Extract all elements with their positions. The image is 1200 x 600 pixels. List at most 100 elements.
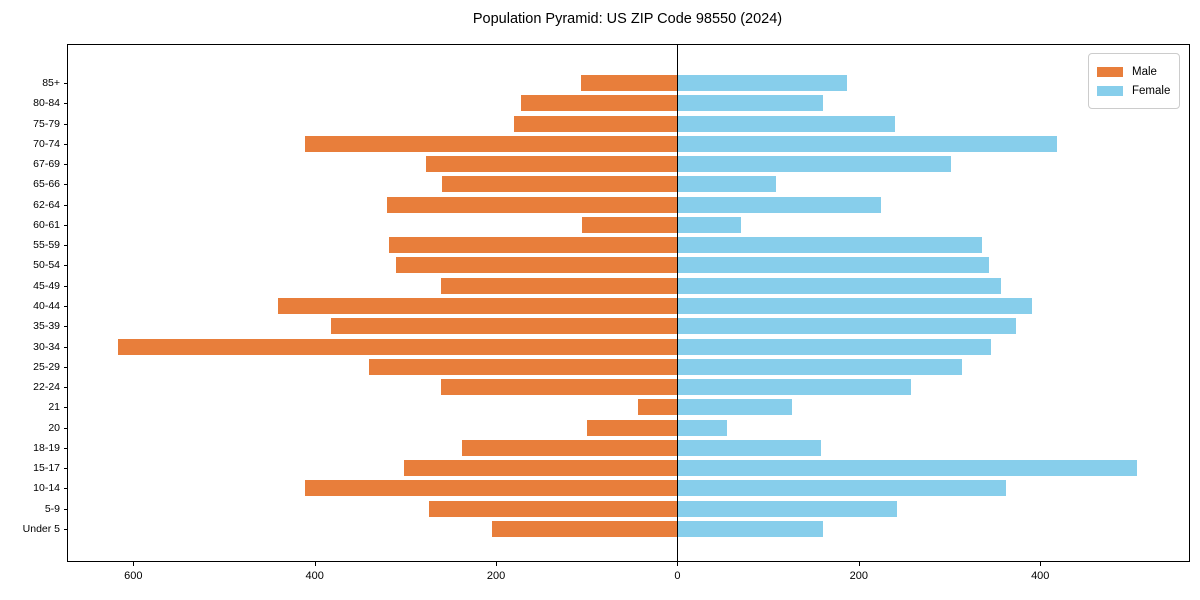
male-bar [117, 338, 678, 355]
y-tick-mark [63, 245, 68, 247]
y-tick-mark [63, 326, 68, 328]
female-bar [677, 115, 896, 132]
y-tick-label: 62-64 [33, 198, 60, 211]
x-tick-mark [133, 562, 135, 566]
x-tick-mark [496, 562, 498, 566]
female-bar [677, 419, 728, 436]
male-bar [638, 399, 678, 416]
female-bar [677, 176, 777, 193]
male-bar [582, 216, 678, 233]
y-tick-label: 35-39 [33, 320, 60, 333]
x-tick-label: 200 [486, 570, 506, 582]
y-tick-mark [63, 265, 68, 267]
y-tick-mark [63, 103, 68, 105]
y-tick-label: 15-17 [33, 462, 60, 475]
legend: Male Female [1088, 53, 1180, 109]
male-bar [304, 480, 678, 497]
x-tick-label: 600 [124, 570, 143, 582]
female-legend-label: Female [1132, 84, 1171, 97]
zero-axis-line [676, 45, 679, 561]
male-bar [304, 135, 678, 152]
female-bar [677, 318, 1016, 335]
x-tick-label: 400 [1031, 570, 1050, 582]
y-tick-mark [63, 488, 68, 490]
female-bar [677, 75, 848, 91]
male-bar [461, 439, 678, 456]
y-tick-label: 67-69 [33, 158, 60, 171]
y-tick-mark [63, 468, 68, 470]
plot-area: Male Female 85+ 80-84 75-79 70-74 67-69 65-66… [23, 44, 1190, 582]
male-bar [396, 257, 678, 274]
male-legend-label: Male [1132, 65, 1157, 78]
male-bar [586, 419, 678, 436]
y-tick-label: 21 [48, 401, 60, 414]
x-tick-label: 200 [849, 570, 869, 582]
legend-row-male: Male [1097, 63, 1171, 80]
y-tick-label: 45-49 [33, 279, 60, 292]
y-tick-label: 20 [48, 421, 60, 434]
male-bar [520, 95, 678, 112]
legend-row-female: Female [1097, 82, 1171, 99]
female-bar [677, 156, 952, 173]
female-bar [677, 297, 1033, 314]
female-bar [677, 480, 1006, 497]
x-tick-mark [314, 562, 316, 566]
y-tick-mark [63, 427, 68, 429]
y-tick-mark [63, 204, 68, 206]
y-tick-mark [63, 447, 68, 449]
y-tick-label: 65-66 [33, 178, 60, 191]
male-legend-swatch [1097, 66, 1123, 77]
male-bar [387, 196, 678, 213]
x-tick-mark [677, 562, 679, 566]
y-tick-label: 80-84 [33, 97, 60, 110]
female-bar [677, 520, 824, 537]
y-tick-label: Under 5 [22, 522, 60, 535]
y-tick-label: 85+ [42, 77, 60, 89]
female-bar [677, 216, 741, 233]
female-bar [677, 196, 881, 213]
y-tick-mark [63, 285, 68, 287]
y-tick-mark [63, 508, 68, 510]
y-tick-label: 75-79 [33, 117, 60, 130]
y-tick-mark [63, 407, 68, 409]
y-tick-mark [63, 224, 68, 226]
x-tick-label: 400 [305, 570, 324, 582]
y-tick-mark [63, 387, 68, 389]
y-tick-label: 50-54 [33, 259, 60, 272]
y-tick-label: 22-24 [33, 381, 60, 394]
female-bar [677, 460, 1138, 477]
x-tick-mark [1040, 562, 1042, 566]
female-bar [677, 399, 792, 416]
male-bar [426, 156, 678, 173]
y-tick-mark [63, 143, 68, 145]
x-tick-label: 0 [674, 570, 681, 582]
male-bar [441, 176, 678, 193]
y-tick-mark [63, 366, 68, 368]
female-bar [677, 257, 990, 274]
male-bar [440, 379, 678, 396]
y-tick-mark [63, 184, 68, 186]
y-tick-label: 30-34 [33, 340, 60, 353]
y-tick-label: 70-74 [33, 137, 60, 150]
y-tick-label: 10-14 [33, 482, 60, 495]
y-tick-label: 60-61 [33, 218, 60, 231]
male-bar [581, 75, 678, 91]
female-bar [677, 358, 963, 375]
y-tick-label: 25-29 [33, 360, 60, 373]
female-bar [677, 500, 897, 517]
x-tick-mark [858, 562, 860, 566]
chart-title: Population Pyramid: US ZIP Code 98550 (2… [472, 11, 783, 27]
y-tick-mark [63, 528, 68, 530]
y-tick-label: 40-44 [33, 299, 60, 312]
y-tick-mark [63, 164, 68, 166]
female-bar [677, 237, 983, 254]
male-bar [389, 237, 678, 254]
y-tick-label: 55-59 [33, 239, 60, 252]
female-bar [677, 379, 911, 396]
male-bar [278, 297, 678, 314]
male-bar [404, 460, 678, 477]
male-bar [514, 115, 678, 132]
y-tick-mark [63, 123, 68, 125]
male-bar [428, 500, 678, 517]
